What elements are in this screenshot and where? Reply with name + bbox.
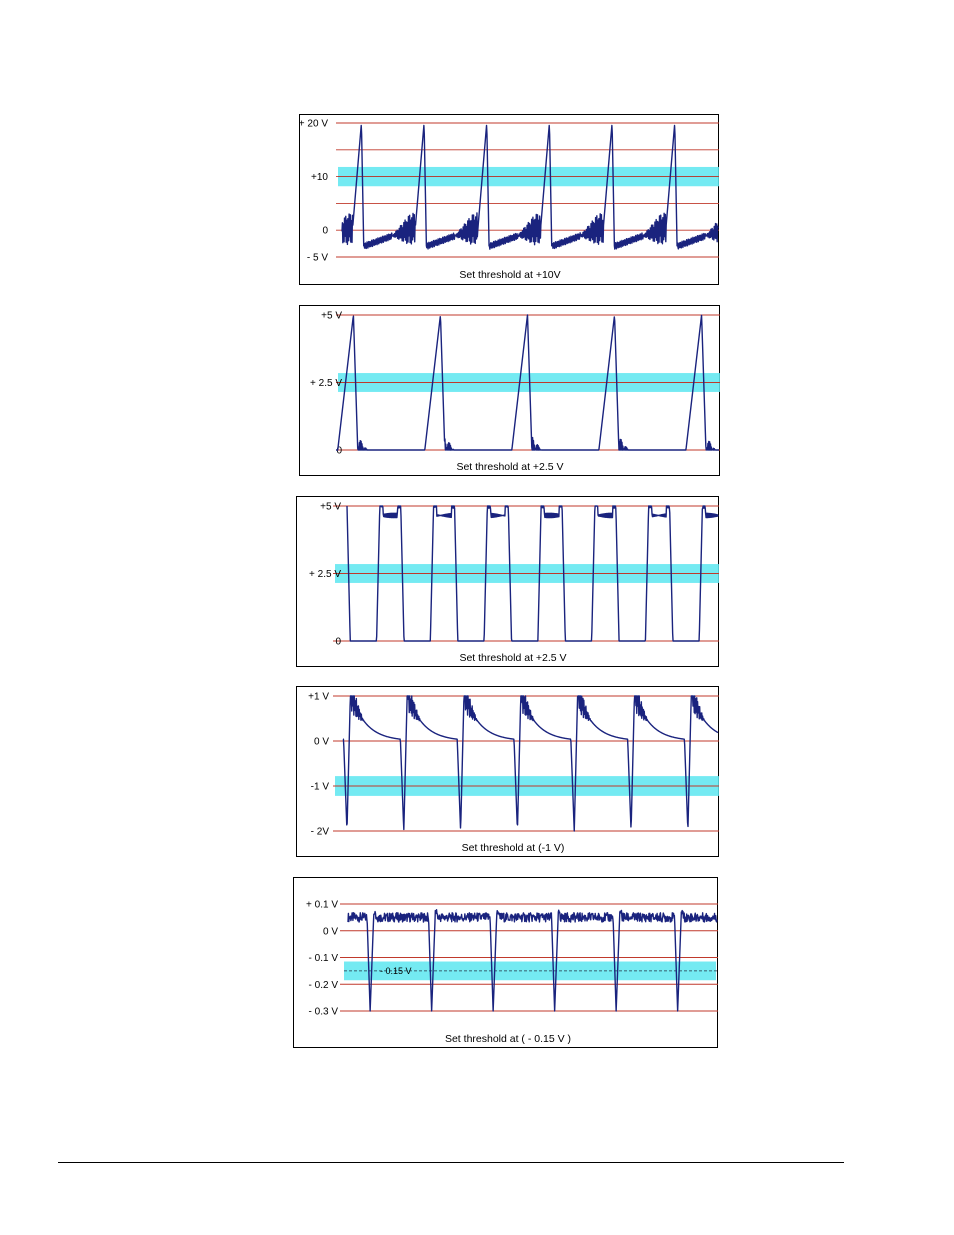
y-tick-label-2-3: 0 — [336, 446, 342, 457]
chart-panel-3: +5 V + 2.5 V 0 Set threshold at +2.5 V — [296, 496, 719, 667]
y-tick-label-4-1: +1 V — [308, 692, 329, 703]
caption-3: Set threshold at +2.5 V — [459, 652, 566, 664]
y-tick-label-3-1: +5 V — [320, 502, 341, 513]
y-tick-label-3-2: + 2.5 V — [309, 569, 341, 580]
y-tick-label-2-2: + 2.5 V — [310, 378, 342, 389]
y-tick-label-5-1: + 0.1 V — [306, 900, 338, 911]
chart-svg-4: +1 V 0 V -1 V - 2V Set threshold at (-1 V) — [308, 692, 719, 854]
signal-trace-2 — [335, 314, 720, 451]
signal-trace-1 — [341, 124, 719, 250]
signal-trace-5 — [347, 909, 718, 1012]
y-tick-label-5-5: - 0.3 V — [309, 1007, 339, 1018]
signal-trace-3 — [346, 505, 719, 642]
signal-trace-4 — [342, 695, 719, 832]
chart-svg-3: +5 V + 2.5 V 0 Set threshold at +2.5 V — [309, 502, 719, 664]
chart-panel-4: +1 V 0 V -1 V - 2V Set threshold at (-1 V) — [296, 686, 719, 857]
y-tick-label-4-4: - 2V — [311, 827, 330, 838]
y-tick-label-1-5: 0 — [322, 226, 328, 237]
y-tick-label-5-4: - 0.2 V — [309, 980, 339, 991]
footer-rule — [58, 1162, 844, 1163]
y-tick-label-5-3: - 0.1 V — [309, 953, 339, 964]
y-tick-label-2-1: +5 V — [321, 311, 342, 322]
chart-svg-2: +5 V + 2.5 V 0 Set threshold at +2.5 V — [310, 311, 720, 473]
y-tick-label-3-3: 0 — [335, 637, 341, 648]
caption-2: Set threshold at +2.5 V — [456, 461, 563, 473]
chart-svg-5: - 0.15 V + 0.1 V 0 V - 0.1 V - 0.2 V - 0.3 V S… — [306, 900, 718, 1045]
chart-svg-1: + 20 V +10 0 - 5 V Set threshold at +10V — [299, 119, 719, 281]
y-tick-label-1-3: +10 — [311, 172, 328, 183]
threshold-label-5: - 0.15 V — [380, 966, 412, 976]
caption-5: Set threshold at ( - 0.15 V ) — [445, 1033, 571, 1045]
caption-4: Set threshold at (-1 V) — [462, 842, 565, 854]
chart-panel-2: +5 V + 2.5 V 0 Set threshold at +2.5 V — [299, 305, 720, 476]
y-tick-label-1-6: - 5 V — [307, 253, 328, 264]
chart-panel-5: - 0.15 V + 0.1 V 0 V - 0.1 V - 0.2 V - 0.3 V S… — [293, 877, 718, 1048]
y-tick-label-4-2: 0 V — [314, 737, 329, 748]
y-tick-label-1-1: + 20 V — [299, 119, 329, 130]
caption-1: Set threshold at +10V — [459, 269, 560, 281]
y-tick-label-4-3: -1 V — [311, 782, 330, 793]
y-tick-label-5-2: 0 V — [323, 926, 338, 937]
chart-panel-1: + 20 V +10 0 - 5 V Set threshold at +10V — [299, 114, 719, 285]
